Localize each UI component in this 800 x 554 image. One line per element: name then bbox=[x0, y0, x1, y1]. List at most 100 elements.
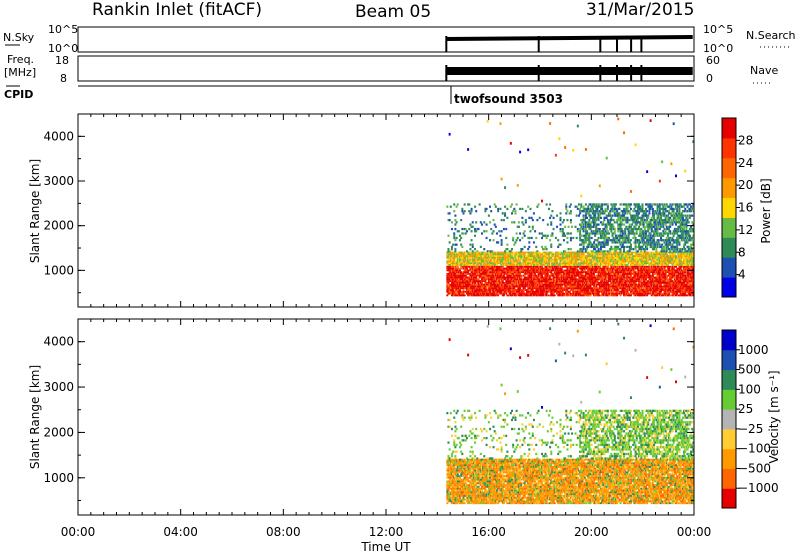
echo-cell bbox=[603, 253, 606, 256]
echo-cell bbox=[633, 241, 636, 244]
echo-cell bbox=[586, 278, 589, 281]
echo-cell bbox=[575, 273, 578, 275]
echo-cell bbox=[562, 250, 565, 253]
echo-cell bbox=[598, 290, 601, 293]
echo-cell bbox=[641, 269, 644, 272]
echo-cell bbox=[509, 276, 512, 279]
echo-cell bbox=[551, 232, 554, 235]
echo-cell bbox=[609, 274, 612, 277]
echo-cell bbox=[636, 262, 639, 265]
echo-cell bbox=[642, 236, 645, 240]
echo-cell bbox=[476, 269, 479, 272]
echo-cell bbox=[620, 245, 623, 249]
echo-cell bbox=[453, 280, 456, 282]
echo-cell bbox=[634, 281, 637, 284]
echo-cell bbox=[531, 256, 534, 259]
echo-cell bbox=[573, 258, 576, 261]
echo-cell bbox=[456, 290, 459, 293]
echo-cell bbox=[460, 290, 463, 293]
echo-cell bbox=[605, 232, 608, 235]
echo-cell bbox=[462, 294, 465, 297]
echo-cell bbox=[512, 276, 515, 279]
echo-cell bbox=[593, 273, 596, 275]
echo-cell bbox=[611, 253, 614, 256]
echo-cell bbox=[534, 251, 537, 254]
echo-cell bbox=[490, 292, 493, 295]
echo-cell bbox=[499, 255, 502, 257]
echo-cell bbox=[650, 205, 653, 208]
echo-cell bbox=[513, 289, 516, 291]
echo-cell bbox=[589, 292, 592, 295]
echo-cell bbox=[547, 262, 550, 265]
echo-cell bbox=[534, 271, 537, 274]
echo-cell bbox=[589, 290, 592, 293]
echo-cell bbox=[464, 255, 467, 257]
echo-cell bbox=[612, 289, 615, 291]
echo-cell bbox=[616, 236, 619, 240]
echo-cell bbox=[543, 269, 546, 272]
echo-cell bbox=[484, 269, 487, 272]
echo-cell bbox=[576, 124, 579, 128]
echo-cell bbox=[537, 256, 540, 259]
echo-cell bbox=[469, 262, 472, 265]
echo-cell bbox=[450, 265, 453, 268]
echo-cell bbox=[583, 241, 586, 244]
echo-cell bbox=[599, 264, 602, 266]
echo-cell bbox=[571, 287, 574, 290]
echo-cell bbox=[579, 283, 582, 286]
echo-cell bbox=[486, 290, 489, 293]
echo-cell bbox=[589, 256, 592, 259]
echo-cell bbox=[484, 210, 487, 213]
echo-cell bbox=[633, 278, 636, 281]
echo-cell bbox=[542, 269, 545, 272]
echo-cell bbox=[557, 271, 560, 274]
echo-cell bbox=[562, 218, 565, 222]
echo-cell bbox=[538, 280, 541, 282]
echo-cell bbox=[595, 205, 598, 208]
echo-cell bbox=[594, 260, 597, 263]
echo-cell bbox=[519, 269, 522, 272]
echo-cell bbox=[579, 273, 582, 275]
echo-cell bbox=[606, 274, 609, 277]
echo-cell bbox=[510, 278, 513, 281]
echo-cell bbox=[467, 269, 470, 272]
echo-cell bbox=[623, 203, 626, 206]
echo-cell bbox=[512, 269, 515, 272]
echo-cell bbox=[448, 285, 451, 288]
echo-cell bbox=[594, 212, 597, 215]
echo-cell bbox=[569, 221, 572, 224]
echo-cell bbox=[611, 290, 614, 293]
echo-cell bbox=[476, 290, 479, 293]
echo-cell bbox=[610, 203, 613, 206]
echo-cell bbox=[454, 227, 457, 231]
freq-tick-top: 18 bbox=[55, 54, 69, 67]
echo-cell bbox=[635, 290, 638, 293]
echo-cell bbox=[649, 280, 652, 282]
echo-cell bbox=[461, 264, 464, 266]
echo-cell bbox=[515, 290, 518, 293]
echo-cell bbox=[568, 262, 571, 265]
echo-cell bbox=[507, 271, 510, 274]
echo-cell bbox=[457, 255, 460, 257]
echo-cell bbox=[509, 142, 512, 145]
echo-cell bbox=[625, 269, 628, 272]
echo-cell bbox=[644, 281, 647, 284]
freq-series bbox=[445, 65, 693, 81]
echo-cell bbox=[487, 267, 490, 270]
echo-cell bbox=[544, 287, 547, 290]
echo-cell bbox=[635, 218, 638, 222]
echo-cell bbox=[595, 210, 598, 213]
echo-cell bbox=[584, 207, 587, 211]
echo-cell bbox=[612, 278, 615, 281]
echo-cell bbox=[495, 278, 498, 281]
echo-cell bbox=[610, 264, 613, 266]
echo-cell bbox=[653, 221, 656, 224]
echo-cell bbox=[485, 294, 488, 297]
echo-cell bbox=[632, 230, 635, 233]
echo-cell bbox=[514, 274, 517, 277]
echo-cell bbox=[619, 276, 622, 279]
echo-cell bbox=[448, 267, 451, 270]
echo-cell bbox=[476, 227, 479, 231]
echo-cell bbox=[475, 290, 478, 293]
echo-cell bbox=[564, 258, 567, 261]
